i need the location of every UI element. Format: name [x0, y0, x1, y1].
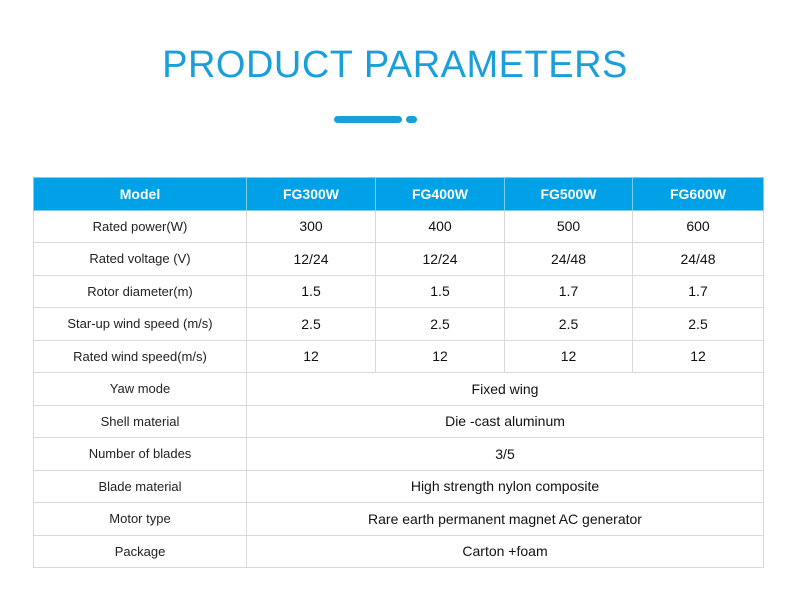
page-title: PRODUCT PARAMETERS [162, 44, 628, 86]
value-cell: 1.7 [504, 274, 633, 308]
table-row: Star-up wind speed (m/s) 2.5 2.5 2.5 2.5 [33, 307, 764, 341]
row-label: Rated voltage (V) [33, 242, 247, 276]
table-row: Rated voltage (V) 12/24 12/24 24/48 24/48 [33, 242, 764, 276]
merged-value-cell: 3/5 [246, 437, 764, 471]
merged-value-cell: High strength nylon composite [246, 469, 764, 503]
table-header-row: Model FG300W FG400W FG500W FG600W [33, 177, 764, 211]
row-label: Number of blades [33, 437, 247, 471]
row-label: Yaw mode [33, 372, 247, 406]
value-cell: 600 [632, 209, 764, 243]
value-cell: 24/48 [504, 242, 633, 276]
value-cell: 1.5 [375, 274, 505, 308]
header-cell: FG400W [375, 177, 505, 211]
value-cell: 1.7 [632, 274, 764, 308]
title-underline-decoration [334, 116, 402, 123]
value-cell: 2.5 [246, 307, 376, 341]
value-cell: 2.5 [504, 307, 633, 341]
header-cell: FG600W [632, 177, 764, 211]
header-cell: FG500W [504, 177, 633, 211]
parameters-table: Model FG300W FG400W FG500W FG600W Rated … [33, 177, 764, 568]
header-cell: FG300W [246, 177, 376, 211]
row-label: Shell material [33, 404, 247, 438]
row-label: Motor type [33, 502, 247, 536]
value-cell: 12 [246, 339, 376, 373]
value-cell: 12 [375, 339, 505, 373]
table-row: Shell material Die -cast aluminum [33, 404, 764, 438]
value-cell: 300 [246, 209, 376, 243]
title-dot-decoration [406, 116, 417, 123]
merged-value-cell: Die -cast aluminum [246, 404, 764, 438]
merged-value-cell: Fixed wing [246, 372, 764, 406]
value-cell: 400 [375, 209, 505, 243]
row-label: Package [33, 534, 247, 568]
value-cell: 24/48 [632, 242, 764, 276]
value-cell: 2.5 [632, 307, 764, 341]
table-row: Rated power(W) 300 400 500 600 [33, 209, 764, 243]
value-cell: 12/24 [375, 242, 505, 276]
table-row: Motor type Rare earth permanent magnet AC… [33, 502, 764, 536]
value-cell: 12 [632, 339, 764, 373]
value-cell: 500 [504, 209, 633, 243]
row-label: Rated power(W) [33, 209, 247, 243]
row-label: Rotor diameter(m) [33, 274, 247, 308]
table-row: Yaw mode Fixed wing [33, 372, 764, 406]
row-label: Star-up wind speed (m/s) [33, 307, 247, 341]
value-cell: 12 [504, 339, 633, 373]
table-row: Blade material High strength nylon compos… [33, 469, 764, 503]
header-cell: Model [33, 177, 247, 211]
value-cell: 12/24 [246, 242, 376, 276]
table-row: Rotor diameter(m) 1.5 1.5 1.7 1.7 [33, 274, 764, 308]
value-cell: 2.5 [375, 307, 505, 341]
table-row: Package Carton +foam [33, 534, 764, 568]
merged-value-cell: Rare earth permanent magnet AC generator [246, 502, 764, 536]
row-label: Blade material [33, 469, 247, 503]
table-row: Number of blades 3/5 [33, 437, 764, 471]
row-label: Rated wind speed(m/s) [33, 339, 247, 373]
value-cell: 1.5 [246, 274, 376, 308]
merged-value-cell: Carton +foam [246, 534, 764, 568]
table-row: Rated wind speed(m/s) 12 12 12 12 [33, 339, 764, 373]
